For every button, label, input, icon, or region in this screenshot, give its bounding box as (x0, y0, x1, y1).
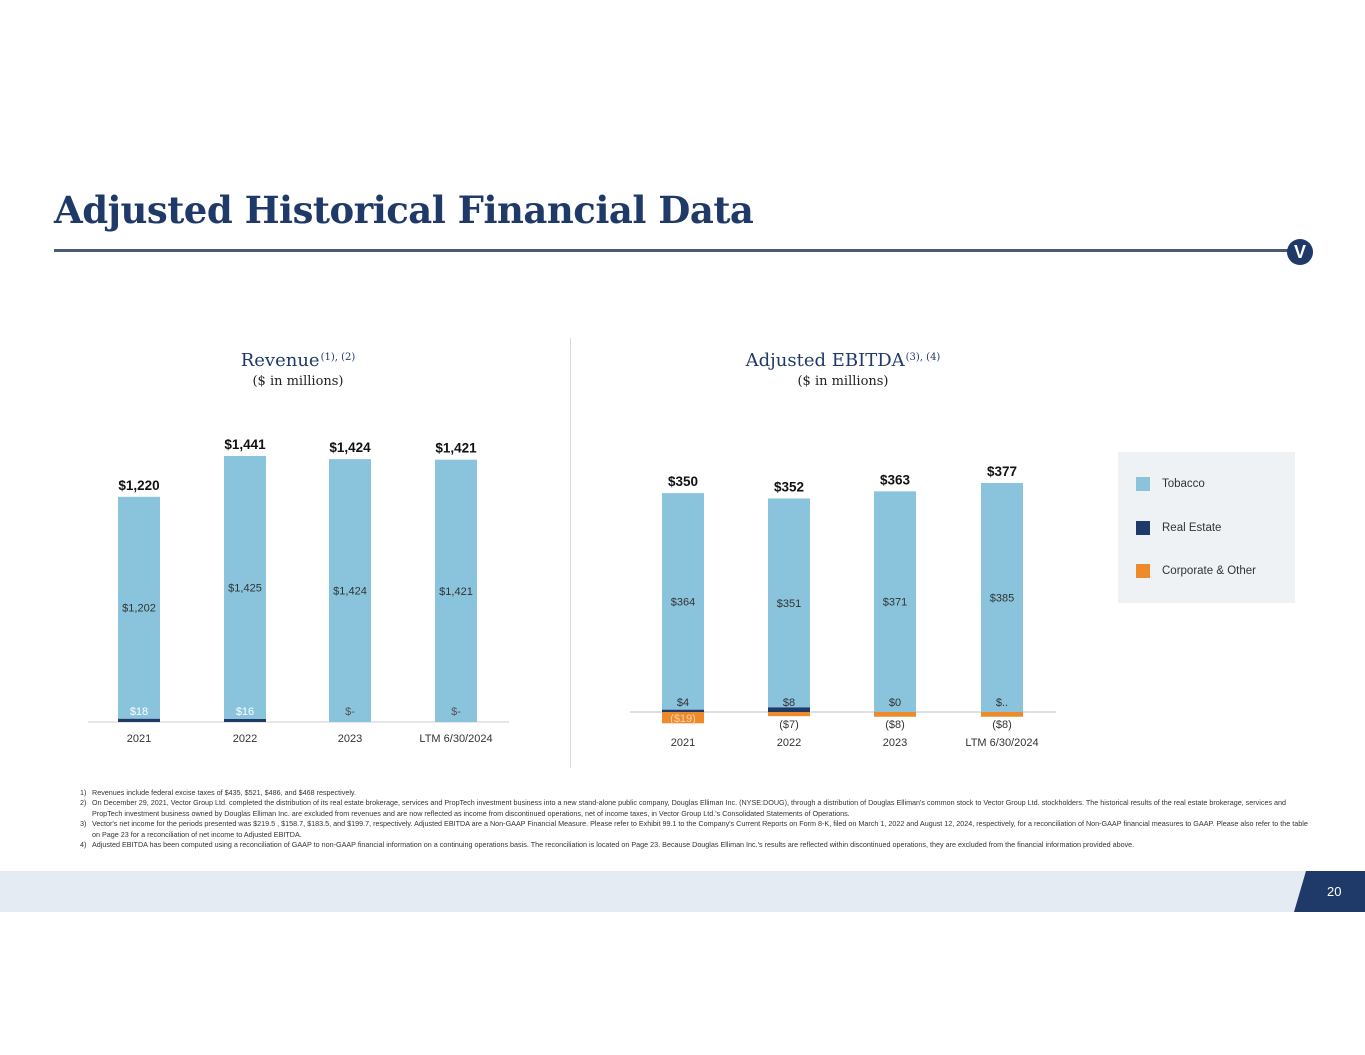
legend-swatch-corporate-other (1136, 564, 1150, 578)
footnote-text: Revenues include federal excise taxes of… (92, 788, 356, 797)
ebitda-bar-corporate-other (981, 712, 1023, 717)
revenue-category-label: 2021 (127, 733, 151, 745)
ebitda-category-label: 2023 (883, 737, 907, 749)
ebitda-bar-real-estate (768, 707, 810, 712)
revenue-title-footnote-ref: (1), (2) (320, 352, 356, 363)
ebitda-bar-corporate-other (874, 712, 916, 717)
revenue-bar-tobacco (118, 496, 160, 719)
footer-band (0, 871, 1365, 912)
legend-swatch-tobacco (1136, 477, 1150, 491)
revenue-chart-subtitle: ($ in millions) (252, 374, 344, 389)
revenue-label-real-estate: $- (451, 706, 461, 718)
footnote-2: 2) On December 29, 2021, Vector Group Ltd… (80, 798, 1310, 819)
revenue-label-real-estate: $18 (130, 706, 148, 718)
revenue-total-label: $1,424 (329, 440, 371, 455)
ebitda-label-real-estate: $8 (783, 697, 795, 709)
revenue-bar-real-estate (224, 719, 266, 722)
revenue-bar-tobacco (224, 455, 266, 719)
ebitda-category-label: 2021 (671, 737, 695, 749)
ebitda-label-real-estate: $.. (996, 697, 1008, 709)
ebitda-title-text: Adjusted EBITDA (745, 350, 905, 371)
page-number: 20 (1327, 884, 1342, 899)
legend-label-real-estate: Real Estate (1162, 522, 1222, 534)
ebitda-category-label: LTM 6/30/2024 (965, 737, 1038, 749)
page-title: Adjusted Historical Financial Data (54, 188, 754, 232)
revenue-label-tobacco: $1,202 (122, 603, 156, 615)
revenue-label-tobacco: $1,425 (228, 582, 262, 594)
ebitda-label-corporate-other: ($8) (885, 719, 905, 731)
revenue-category-label: 2022 (233, 733, 257, 745)
ebitda-label-tobacco: $364 (671, 596, 695, 608)
revenue-bar-tobacco (435, 459, 477, 722)
ebitda-label-tobacco: $351 (777, 598, 801, 610)
ebitda-bar-tobacco (768, 498, 810, 708)
ebitda-label-tobacco: $385 (990, 593, 1014, 605)
chart-divider (570, 338, 571, 768)
footnote-number: 1) (80, 788, 87, 797)
ebitda-bar-real-estate (662, 709, 704, 712)
ebitda-bar-corporate-other (662, 712, 704, 724)
revenue-chart-title: Revenue(1), (2) (198, 350, 398, 371)
ebitda-bar-tobacco (662, 493, 704, 710)
revenue-bar-tobacco (329, 459, 371, 722)
legend-label-corporate-other: Corporate & Other (1162, 565, 1256, 577)
footnote-4: 4) Adjusted EBITDA has been computed usin… (80, 840, 1310, 850)
ebitda-total-label: $352 (774, 479, 804, 494)
footnote-text: Vector's net income for the periods pres… (92, 819, 1308, 839)
footnote-number: 4) (80, 840, 87, 850)
revenue-title-text: Revenue (240, 350, 320, 371)
ebitda-chart-subtitle: ($ in millions) (797, 374, 889, 389)
revenue-total-label: $1,441 (224, 437, 266, 452)
logo-letter: V (1294, 242, 1306, 262)
revenue-total-label: $1,421 (435, 441, 477, 456)
ebitda-label-tobacco: $371 (883, 597, 907, 609)
revenue-label-real-estate: $- (345, 706, 355, 718)
footnote-number: 2) (80, 798, 87, 808)
revenue-total-label: $1,220 (118, 478, 159, 493)
footnote-1: 1) Revenues include federal excise taxes … (80, 788, 1310, 798)
footnotes: 1) Revenues include federal excise taxes … (80, 788, 1310, 850)
revenue-bar-real-estate (118, 718, 160, 722)
ebitda-total-label: $350 (668, 474, 698, 489)
ebitda-total-label: $377 (987, 464, 1017, 479)
ebitda-category-label: 2022 (777, 737, 801, 749)
footnote-3: 3) Vector's net income for the periods pr… (80, 819, 1310, 840)
revenue-label-real-estate: $16 (236, 706, 254, 718)
ebitda-label-real-estate: $4 (677, 697, 689, 709)
ebitda-legend: Tobacco Real Estate Corporate & Other (1118, 452, 1295, 603)
ebitda-chart-title: Adjusted EBITDA(3), (4) (713, 350, 973, 371)
ebitda-label-corporate-other: ($19) (670, 713, 696, 725)
ebitda-bar-tobacco (981, 483, 1023, 712)
revenue-category-label: 2023 (338, 733, 362, 745)
company-logo: V (1287, 239, 1313, 265)
footnote-text: Adjusted EBITDA has been computed using … (92, 840, 1135, 850)
revenue-category-label: LTM 6/30/2024 (419, 733, 492, 745)
ebitda-label-corporate-other: ($7) (779, 719, 799, 731)
ebitda-label-corporate-other: ($8) (992, 719, 1012, 731)
legend-swatch-real-estate (1136, 521, 1150, 535)
ebitda-bar-tobacco (874, 491, 916, 712)
title-rule (54, 249, 1294, 252)
footnote-number: 3) (80, 819, 87, 829)
revenue-label-tobacco: $1,424 (333, 586, 367, 598)
ebitda-label-real-estate: $0 (889, 697, 901, 709)
revenue-label-tobacco: $1,421 (439, 586, 473, 598)
ebitda-title-footnote-ref: (3), (4) (905, 352, 941, 363)
page-number-box (1294, 871, 1365, 912)
ebitda-bar-corporate-other (768, 712, 810, 717)
legend-label-tobacco: Tobacco (1162, 478, 1205, 490)
footnote-text: On December 29, 2021, Vector Group Ltd. … (92, 798, 1287, 818)
ebitda-total-label: $363 (880, 472, 911, 487)
